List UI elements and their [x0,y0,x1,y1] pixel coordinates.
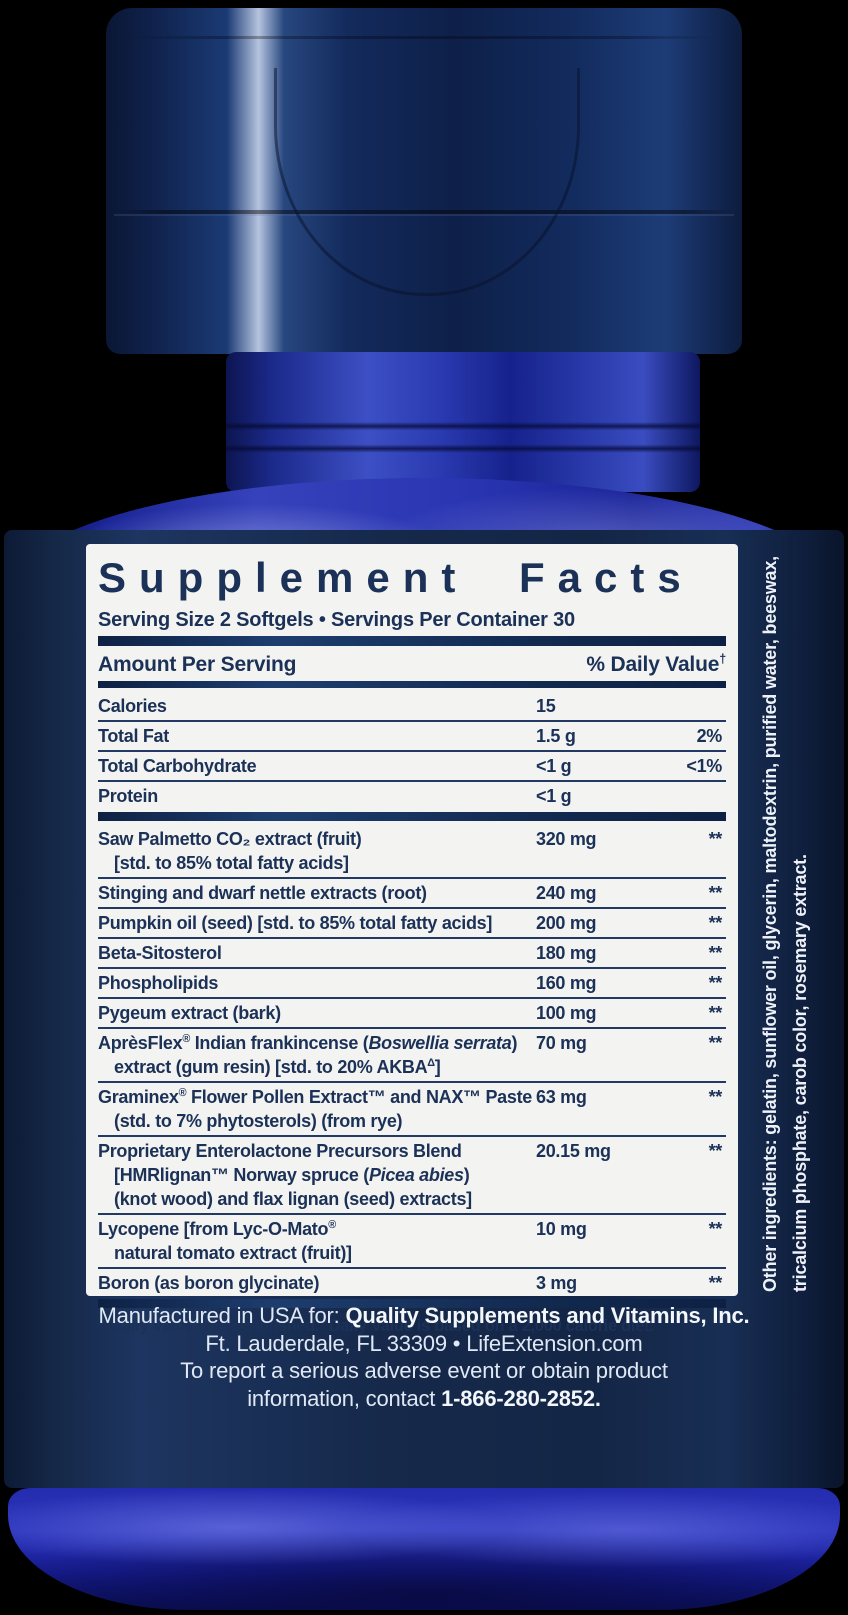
amount-value: <1 g [536,756,572,777]
ingredient-name: Saw Palmetto CO₂ extract (fruit) [std. to… [98,829,362,874]
divider-bar [98,681,726,689]
ingredient-row: Stinging and dwarf nettle extracts (root… [98,879,726,910]
ingredient-name: Phospholipids [98,973,219,994]
divider-bar [98,636,726,647]
ingredient-name: Pygeum extract (bark) [98,1003,281,1024]
serving-size-line: Serving Size 2 Softgels • Servings Per C… [98,609,575,632]
ingredient-row: Pygeum extract (bark) 100 mg ** [98,999,726,1030]
ingredient-name: Lycopene [from Lyc-O-Mato® natural tomato… [98,1219,352,1264]
divider-bar [98,1299,726,1309]
amount-value: 3 mg [536,1273,577,1294]
ingredient-row: AprèsFlex® Indian frankincense (Boswelli… [98,1029,726,1084]
ingredient-name: AprèsFlex® Indian frankincense (Boswelli… [98,1033,518,1078]
ingredient-name: Total Carbohydrate [98,756,257,777]
daily-value: <1% [686,756,722,777]
daily-value: ** [708,943,723,964]
amount-value: <1 g [536,786,572,807]
amount-value: 1.5 g [536,726,576,747]
macro-nutrient-rows: Calories 15 Total Fat 1.5 g 2% Total Carbohyd… [98,692,726,810]
daily-value: ** [708,829,723,850]
nutrient-row: Total Fat 1.5 g 2% [98,722,726,753]
amount-value: 320 mg [536,829,597,850]
amount-value: 100 mg [536,1003,597,1024]
daily-value: ** [708,913,723,934]
amount-value: 20.15 mg [536,1141,611,1162]
daily-value: ** [708,1219,723,1240]
amount-value: 160 mg [536,973,597,994]
bottle-neck [226,352,700,492]
ingredient-name: Stinging and dwarf nettle extracts (root… [98,883,427,904]
cap-top-ridge [130,36,718,39]
bottle-cap [106,8,742,354]
ingredient-name: Protein [98,786,158,807]
ingredient-name: Total Fat [98,726,169,747]
amount-value: 240 mg [536,883,597,904]
ingredient-row: Phospholipids 160 mg ** [98,969,726,1000]
bottle-base [8,1488,840,1610]
adverse-event-line2: information, contact 1-866-280-2852. [247,1385,601,1411]
supplement-facts-title: Supplement Facts [98,554,694,601]
daily-value-footnote: **Daily Value not established. †Daily Va… [98,1316,654,1336]
supplement-facts-panel: Supplement Facts Serving Size 2 Softgels… [86,544,738,1335]
other-ingredients-line2: tricalcium phosphate, carob color, rosem… [789,854,810,1292]
ingredient-name: Boron (as boron glycinate) [98,1273,320,1294]
daily-value: ** [708,1273,723,1294]
ingredient-row: Pumpkin oil (seed) [std. to 85% total fa… [98,909,726,940]
ingredient-row: Saw Palmetto CO₂ extract (fruit) [std. to… [98,825,726,880]
manufactured-for-line: Manufactured in USA for: Quality Supplem… [98,1303,750,1328]
manufacturer-info: Manufactured in USA for: Quality Supplem… [0,1302,848,1412]
nutrient-row: Protein <1 g [98,782,726,810]
divider-bar [98,812,726,822]
adverse-event-line1: To report a serious adverse event or obt… [180,1358,668,1383]
daily-value: ** [708,1087,723,1108]
ingredient-name: Proprietary Enterolactone Precursors Ble… [98,1141,472,1210]
amount-per-serving-header: Amount Per Serving [98,653,297,677]
daily-value: 2% [696,726,723,747]
ingredient-name: Pumpkin oil (seed) [std. to 85% total fa… [98,913,493,934]
amount-value: 63 mg [536,1087,587,1108]
other-ingredients-vertical-text: Other ingredients: gelatin, sunflower oi… [742,536,827,1292]
ingredient-row: Graminex® Flower Pollen Extract™ and NAX… [98,1083,726,1138]
daily-value: ** [708,973,723,994]
daily-value: ** [708,1033,723,1054]
amount-value: 15 [536,696,556,717]
amount-value: 70 mg [536,1033,587,1054]
daily-value: ** [708,1003,723,1024]
ingredient-rows: Saw Palmetto CO₂ extract (fruit) [std. to… [98,825,726,1297]
daily-value: ** [708,1141,723,1162]
address-line: Ft. Lauderdale, FL 33309 • LifeExtension… [205,1330,643,1356]
cap-flip-seam [114,210,734,214]
ingredient-row: Proprietary Enterolactone Precursors Ble… [98,1137,726,1216]
other-ingredients-line1: Other ingredients: gelatin, sunflower oi… [759,556,780,1292]
ingredient-name: Beta-Sitosterol [98,943,222,964]
ingredient-row: Boron (as boron glycinate) 3 mg ** [98,1269,726,1297]
ingredient-name: Graminex® Flower Pollen Extract™ and NAX… [98,1087,532,1132]
daily-value-header: % Daily Value† [586,652,726,677]
amount-value: 200 mg [536,913,597,934]
ingredient-name: Calories [98,696,167,717]
nutrient-row: Calories 15 [98,692,726,723]
cap-flip-notch [274,68,580,296]
ingredient-row: Beta-Sitosterol 180 mg ** [98,939,726,970]
amount-value: 10 mg [536,1219,587,1240]
ingredient-row: Lycopene [from Lyc-O-Mato® natural tomato… [98,1215,726,1270]
table-header-row: Amount Per Serving % Daily Value† [98,650,726,679]
nutrient-row: Total Carbohydrate <1 g <1% [98,752,726,783]
daily-value: ** [708,883,723,904]
amount-value: 180 mg [536,943,597,964]
